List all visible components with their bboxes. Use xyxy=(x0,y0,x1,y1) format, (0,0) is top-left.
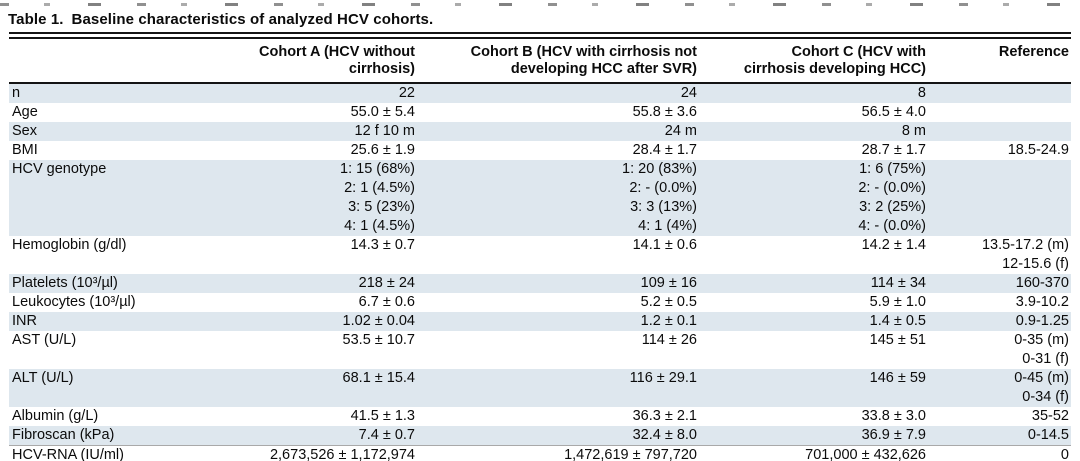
reference-value: 18.5-24.9 xyxy=(1007,142,1069,158)
row-label: n xyxy=(9,83,190,103)
row-label: HCV-RNA (IU/ml) xyxy=(9,445,190,461)
table-row: INR 1.02 ± 0.04 1.2 ± 0.1 1.4 ± 0.5 0.9-… xyxy=(9,312,1071,331)
cohort-b-value: 28.4 ± 1.7 xyxy=(632,142,697,158)
column-header-reference: Reference xyxy=(928,41,1071,84)
row-label: Fibroscan (kPa) xyxy=(9,426,190,446)
cohort-a-value: 22 xyxy=(190,83,417,103)
reference-value: 0 xyxy=(928,445,1071,461)
table-row: AST (U/L) 53.5 ± 10.7 114 ± 26 145 ± 51 … xyxy=(9,331,1071,369)
column-header-cohort-a: Cohort A (HCV without cirrhosis) xyxy=(190,41,417,84)
cohort-b-value: 5.2 ± 0.5 xyxy=(640,294,697,310)
reference-value xyxy=(928,103,1071,122)
table-body: n 22 24 8 Age 55.0 ± 5.4 55.8 ± 3.6 56.5… xyxy=(9,83,1071,461)
cohort-a-value: 53.5 ± 10.7 xyxy=(342,332,415,348)
cohort-b-value: 116 ± 29.1 xyxy=(417,369,699,407)
table-row: Platelets (10³/µl) 218 ± 24 109 ± 16 114… xyxy=(9,274,1071,293)
cohort-b-value: 1: 20 (83%) 2: - (0.0%) 3: 3 (13%) 4: 1 … xyxy=(417,160,699,236)
row-label: HCV genotype xyxy=(9,160,190,236)
cohort-c-value: 28.7 ± 1.7 xyxy=(861,142,926,158)
reference-value xyxy=(928,122,1071,141)
table-row: Hemoglobin (g/dl) 14.3 ± 0.7 14.1 ± 0.6 … xyxy=(9,236,1071,274)
reference-value: 0.9-1.25 xyxy=(928,312,1071,331)
scan-artifact-strip xyxy=(0,3,1080,6)
table-number-label: Table 1. xyxy=(8,11,64,28)
cohort-c-value: 56.5 ± 4.0 xyxy=(861,104,926,120)
cohort-b-value: 36.3 ± 2.1 xyxy=(632,408,697,424)
row-label: Hemoglobin (g/dl) xyxy=(12,237,127,253)
cohort-c-value: 146 ± 59 xyxy=(699,369,928,407)
row-label: Leukocytes (10³/µl) xyxy=(12,294,136,310)
cohort-c-value: 5.9 ± 1.0 xyxy=(869,294,926,310)
reference-value: 0-35 (m) 0-31 (f) xyxy=(1014,332,1069,367)
cohort-b-value: 55.8 ± 3.6 xyxy=(632,104,697,120)
cohort-a-value: 14.3 ± 0.7 xyxy=(350,237,415,253)
row-label: Albumin (g/L) xyxy=(12,408,99,424)
reference-value: 3.9-10.2 xyxy=(1015,294,1069,310)
cohort-a-value: 7.4 ± 0.7 xyxy=(190,426,417,446)
cohort-a-value: 12 f 10 m xyxy=(190,122,417,141)
cohort-c-value: 8 xyxy=(699,83,928,103)
table-title: Table 1. Baseline characteristics of anal… xyxy=(0,0,1080,32)
table-row: BMI 25.6 ± 1.9 28.4 ± 1.7 28.7 ± 1.7 18.… xyxy=(9,141,1071,160)
cohort-b-value: 114 ± 26 xyxy=(641,332,697,348)
cohort-a-value: 55.0 ± 5.4 xyxy=(350,104,415,120)
table-row: n 22 24 8 xyxy=(9,83,1071,103)
row-label: Platelets (10³/µl) xyxy=(9,274,190,293)
cohort-b-value: 1.2 ± 0.1 xyxy=(417,312,699,331)
table-row: Leukocytes (10³/µl) 6.7 ± 0.6 5.2 ± 0.5 … xyxy=(9,293,1071,312)
row-label: BMI xyxy=(12,142,38,158)
cohort-c-value: 1: 6 (75%) 2: - (0.0%) 3: 2 (25%) 4: - (… xyxy=(699,160,928,236)
baseline-characteristics-table: Cohort A (HCV without cirrhosis) Cohort … xyxy=(9,41,1071,461)
cohort-b-value: 109 ± 16 xyxy=(417,274,699,293)
cohort-a-value: 25.6 ± 1.9 xyxy=(350,142,415,158)
cohort-c-value: 14.2 ± 1.4 xyxy=(861,237,926,253)
cohort-c-value: 36.9 ± 7.9 xyxy=(699,426,928,446)
cohort-b-value: 24 m xyxy=(417,122,699,141)
cohort-b-value: 14.1 ± 0.6 xyxy=(632,237,697,253)
cohort-c-value: 701,000 ± 432,626 xyxy=(699,445,928,461)
row-label: ALT (U/L) xyxy=(9,369,190,407)
column-header-cohort-c: Cohort C (HCV with cirrhosis developing … xyxy=(699,41,928,84)
reference-value xyxy=(928,160,1071,236)
row-label: AST (U/L) xyxy=(12,332,77,348)
cohort-b-value: 1,472,619 ± 797,720 xyxy=(417,445,699,461)
row-label: Age xyxy=(12,104,38,120)
cohort-a-value: 41.5 ± 1.3 xyxy=(350,408,415,424)
row-label: Sex xyxy=(9,122,190,141)
table-row: HCV-RNA (IU/ml) 2,673,526 ± 1,172,974 1,… xyxy=(9,445,1071,461)
table-row: Age 55.0 ± 5.4 55.8 ± 3.6 56.5 ± 4.0 xyxy=(9,103,1071,122)
cohort-c-value: 1.4 ± 0.5 xyxy=(699,312,928,331)
table-row: Albumin (g/L) 41.5 ± 1.3 36.3 ± 2.1 33.8… xyxy=(9,407,1071,426)
cohort-a-value: 1.02 ± 0.04 xyxy=(190,312,417,331)
reference-value: 160-370 xyxy=(928,274,1071,293)
reference-value: 35-52 xyxy=(1031,408,1069,424)
table-row: ALT (U/L) 68.1 ± 15.4 116 ± 29.1 146 ± 5… xyxy=(9,369,1071,407)
cohort-b-value: 32.4 ± 8.0 xyxy=(417,426,699,446)
cohort-a-value: 6.7 ± 0.6 xyxy=(358,294,415,310)
cohort-a-value: 1: 15 (68%) 2: 1 (4.5%) 3: 5 (23%) 4: 1 … xyxy=(190,160,417,236)
title-divider-rule xyxy=(9,32,1071,39)
table-row: HCV genotype 1: 15 (68%) 2: 1 (4.5%) 3: … xyxy=(9,160,1071,236)
cohort-b-value: 24 xyxy=(417,83,699,103)
table-header-row: Cohort A (HCV without cirrhosis) Cohort … xyxy=(9,41,1071,84)
row-label: INR xyxy=(9,312,190,331)
reference-value: 0-14.5 xyxy=(928,426,1071,446)
table-row: Fibroscan (kPa) 7.4 ± 0.7 32.4 ± 8.0 36.… xyxy=(9,426,1071,446)
table-title-text: Baseline characteristics of analyzed HCV… xyxy=(71,11,434,28)
reference-value xyxy=(928,83,1071,103)
column-header-parameter xyxy=(9,41,190,84)
cohort-a-value: 68.1 ± 15.4 xyxy=(190,369,417,407)
table-row: Sex 12 f 10 m 24 m 8 m xyxy=(9,122,1071,141)
column-header-cohort-b: Cohort B (HCV with cirrhosis not develop… xyxy=(417,41,699,84)
cohort-a-value: 2,673,526 ± 1,172,974 xyxy=(190,445,417,461)
cohort-c-value: 33.8 ± 3.0 xyxy=(861,408,926,424)
reference-value: 13.5-17.2 (m) 12-15.6 (f) xyxy=(981,237,1069,272)
cohort-c-value: 114 ± 34 xyxy=(699,274,928,293)
cohort-a-value: 218 ± 24 xyxy=(190,274,417,293)
cohort-c-value: 8 m xyxy=(699,122,928,141)
cohort-c-value: 145 ± 51 xyxy=(869,332,926,348)
reference-value: 0-45 (m) 0-34 (f) xyxy=(928,369,1071,407)
